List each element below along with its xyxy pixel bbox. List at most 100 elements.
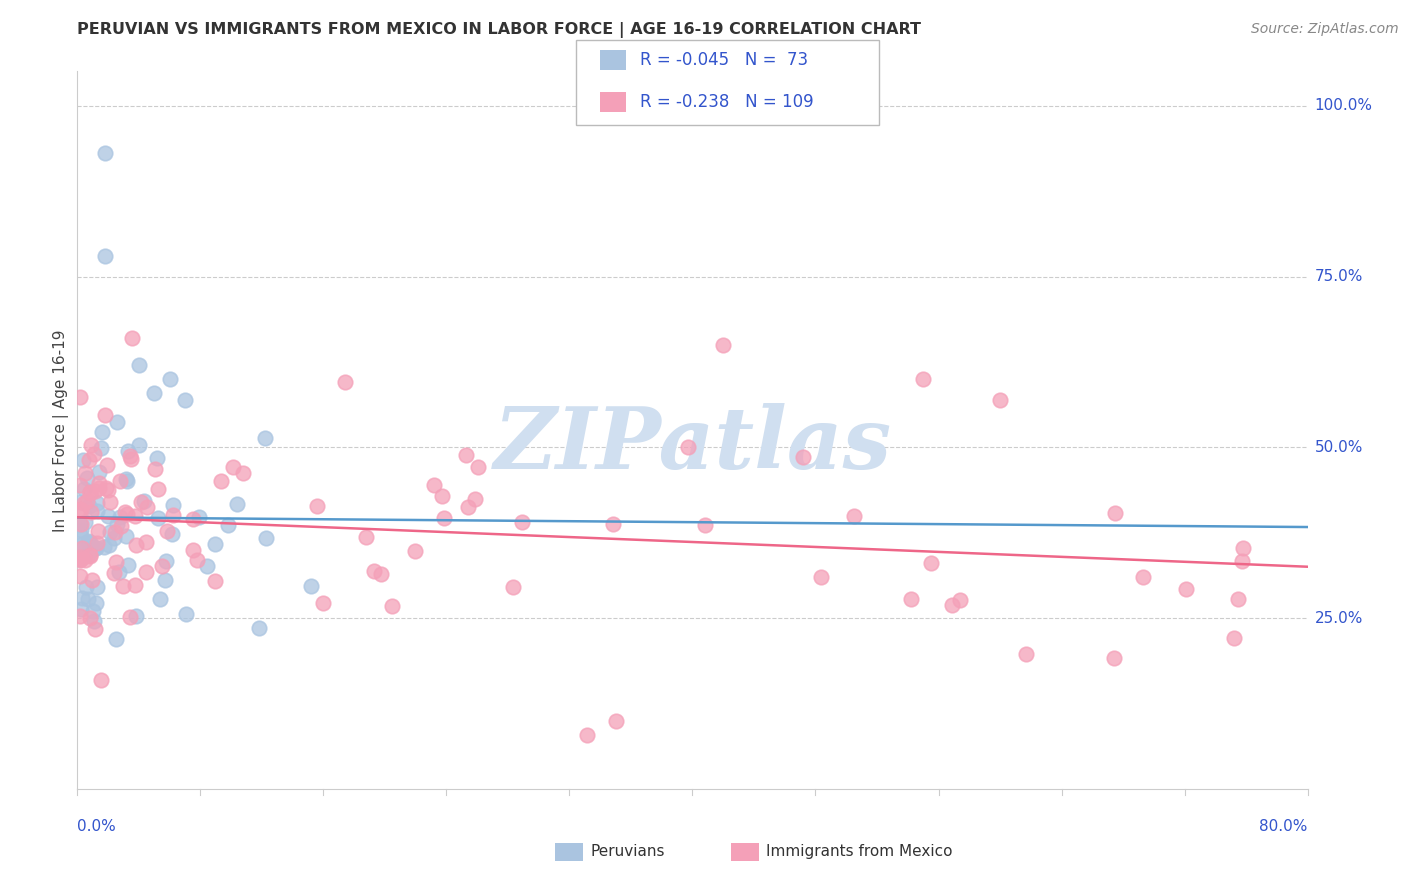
Point — [108, 509, 131, 524]
Text: 0.0%: 0.0% — [77, 820, 117, 834]
Point — [247, 621, 270, 635]
Point — [209, 474, 232, 488]
Point — [312, 596, 335, 610]
Point — [69, 550, 91, 565]
Point — [433, 511, 456, 525]
Point — [146, 450, 169, 465]
Point — [73, 483, 96, 497]
Point — [502, 580, 524, 594]
Text: ZIPatlas: ZIPatlas — [494, 403, 891, 486]
Point — [69, 523, 91, 537]
Point — [84, 483, 107, 498]
Point — [181, 543, 204, 558]
Text: Immigrants from Mexico: Immigrants from Mexico — [766, 845, 953, 859]
Point — [76, 494, 98, 508]
Point — [79, 548, 101, 562]
Point — [70, 601, 93, 615]
Point — [76, 471, 98, 485]
Point — [97, 538, 120, 552]
Point — [79, 541, 101, 556]
Point — [299, 579, 322, 593]
Point — [94, 408, 117, 422]
Text: Source: ZipAtlas.com: Source: ZipAtlas.com — [1251, 22, 1399, 37]
Point — [98, 524, 121, 539]
Point — [77, 536, 100, 550]
Point — [115, 508, 138, 522]
Point — [77, 548, 100, 562]
Text: 80.0%: 80.0% — [1260, 820, 1308, 834]
Point — [75, 580, 97, 594]
Point — [70, 516, 93, 531]
Point — [128, 359, 150, 373]
Point — [254, 431, 277, 445]
Point — [143, 385, 166, 400]
Point — [114, 472, 136, 486]
Point — [156, 524, 179, 538]
Point — [711, 338, 734, 352]
Point — [354, 530, 377, 544]
Point — [186, 552, 208, 566]
Point — [112, 579, 135, 593]
Point — [810, 569, 832, 583]
Point — [920, 556, 942, 570]
Point — [363, 564, 385, 578]
Point — [75, 515, 97, 529]
Text: R = -0.238   N = 109: R = -0.238 N = 109 — [640, 93, 813, 111]
Point — [159, 372, 181, 386]
Point — [77, 453, 100, 467]
Point — [335, 375, 357, 389]
Point — [454, 448, 477, 462]
Point — [69, 608, 91, 623]
Point — [69, 552, 91, 566]
Point — [83, 614, 105, 628]
Point — [146, 482, 169, 496]
Point — [204, 574, 226, 589]
Point — [115, 474, 138, 488]
Point — [73, 466, 96, 480]
Point — [125, 538, 148, 552]
Point — [1230, 553, 1253, 567]
Text: Peruvians: Peruvians — [591, 845, 665, 859]
Point — [1223, 631, 1246, 645]
Point — [77, 592, 100, 607]
Point — [90, 425, 112, 440]
Point — [912, 372, 935, 386]
Point — [69, 569, 91, 583]
Point — [108, 474, 131, 488]
Point — [232, 467, 254, 481]
Point — [82, 604, 104, 618]
Point — [87, 466, 110, 480]
Text: R = -0.045   N =  73: R = -0.045 N = 73 — [640, 51, 808, 69]
Point — [87, 524, 110, 539]
Point — [135, 500, 157, 514]
Point — [900, 592, 922, 607]
Point — [86, 496, 108, 510]
Point — [510, 515, 533, 529]
Point — [110, 518, 132, 533]
Point — [181, 512, 204, 526]
Point — [94, 481, 117, 495]
Point — [146, 511, 169, 525]
Point — [381, 599, 404, 614]
Point — [153, 573, 176, 587]
Point — [1104, 506, 1126, 520]
Point — [69, 542, 91, 557]
Point — [150, 559, 173, 574]
Point — [73, 496, 96, 510]
Point — [370, 566, 392, 581]
Point — [117, 443, 139, 458]
Point — [162, 508, 184, 523]
Point — [86, 504, 108, 518]
Point — [90, 441, 112, 455]
Point — [89, 475, 111, 490]
Point — [86, 580, 108, 594]
Point — [98, 495, 121, 509]
Point — [118, 610, 141, 624]
Point — [69, 517, 91, 532]
Point — [155, 554, 177, 568]
Point — [94, 249, 117, 263]
Point — [77, 499, 100, 513]
Point — [105, 415, 128, 429]
Point — [676, 441, 699, 455]
Text: 50.0%: 50.0% — [1315, 440, 1362, 455]
